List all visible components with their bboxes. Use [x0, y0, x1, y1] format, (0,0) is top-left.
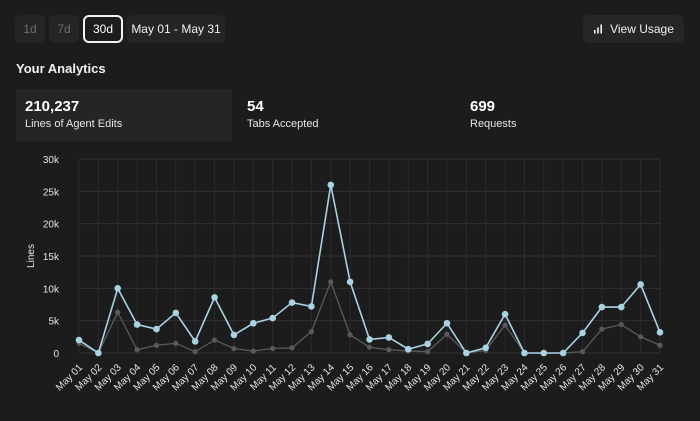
- section-title: Your Analytics: [16, 61, 106, 76]
- data-point-secondary: [211, 337, 218, 343]
- range-7d-button[interactable]: 7d: [49, 15, 79, 43]
- data-point-primary: [385, 334, 393, 341]
- data-point-primary: [153, 325, 160, 333]
- data-point-primary: [579, 329, 586, 337]
- data-point-secondary: [289, 345, 295, 351]
- data-point-secondary: [502, 322, 508, 328]
- metric-label: Lines of Agent Edits: [25, 118, 123, 130]
- data-point-primary: [482, 344, 490, 352]
- data-point-primary: [114, 285, 122, 292]
- view-usage-label: View Usage: [610, 22, 674, 36]
- data-point-secondary: [250, 348, 256, 354]
- data-point-primary: [501, 310, 509, 318]
- data-point-primary: [250, 319, 257, 327]
- data-point-secondary: [366, 344, 373, 350]
- metric-value: 54: [247, 98, 264, 115]
- metric-lines-of-agent-edits[interactable]: 210,237 Lines of Agent Edits: [16, 89, 232, 141]
- data-point-secondary: [308, 329, 314, 335]
- data-point-secondary: [192, 349, 198, 355]
- data-point-primary: [191, 338, 199, 345]
- data-point-secondary: [231, 345, 237, 352]
- data-point-primary: [521, 349, 528, 357]
- data-point-primary: [327, 181, 335, 189]
- data-point-primary: [288, 299, 296, 306]
- metric-requests[interactable]: 699 Requests: [461, 89, 677, 141]
- metric-tabs-accepted[interactable]: 54 Tabs Accepted: [238, 89, 454, 141]
- data-point-secondary: [599, 326, 605, 332]
- data-point-primary: [404, 345, 412, 353]
- data-point-primary: [133, 321, 141, 328]
- data-point-primary: [95, 349, 102, 357]
- y-tick-label: 5k: [48, 317, 60, 328]
- y-tick-label: 30k: [43, 155, 60, 166]
- data-point-secondary: [638, 334, 644, 340]
- data-point-secondary: [425, 349, 431, 355]
- data-point-secondary: [657, 342, 663, 348]
- data-point-primary: [443, 319, 451, 327]
- data-point-primary: [308, 303, 315, 310]
- metric-value: 699: [470, 98, 496, 115]
- data-point-secondary: [153, 342, 160, 348]
- data-point-primary: [463, 349, 470, 357]
- data-point-primary: [346, 278, 354, 286]
- data-point-secondary: [173, 340, 179, 346]
- data-point-primary: [269, 314, 276, 322]
- data-point-primary: [424, 340, 431, 348]
- data-point-primary: [211, 294, 218, 301]
- data-point-primary: [637, 281, 644, 288]
- date-range-button[interactable]: May 01 - May 31: [127, 15, 225, 43]
- data-point-primary: [230, 331, 238, 339]
- y-tick-label: 15k: [43, 252, 60, 263]
- range-1d-button[interactable]: 1d: [15, 15, 45, 43]
- range-30d-button[interactable]: 30d: [83, 15, 123, 43]
- data-point-secondary: [134, 347, 140, 353]
- data-point-primary: [366, 336, 373, 343]
- data-point-secondary: [444, 331, 450, 337]
- y-tick-label: 20k: [43, 220, 60, 231]
- data-point-secondary: [347, 332, 353, 338]
- view-usage-button[interactable]: View Usage: [583, 15, 684, 43]
- data-point-primary: [617, 303, 625, 311]
- data-point-primary: [540, 349, 548, 357]
- y-tick-label: 0: [53, 349, 59, 360]
- y-axis-label: Lines: [26, 244, 37, 268]
- metric-label: Tabs Accepted: [247, 118, 319, 130]
- bar-chart-icon: [593, 24, 603, 34]
- data-point-secondary: [115, 309, 121, 315]
- y-tick-label: 10k: [43, 284, 60, 295]
- data-point-secondary: [270, 345, 276, 352]
- y-tick-label: 25k: [43, 187, 60, 198]
- metric-value: 210,237: [25, 98, 80, 115]
- data-point-secondary: [328, 279, 334, 285]
- data-point-secondary: [386, 347, 392, 353]
- data-point-primary: [598, 303, 606, 311]
- data-point-secondary: [618, 321, 624, 328]
- metric-label: Requests: [470, 118, 517, 130]
- data-point-primary: [172, 309, 180, 317]
- data-point-primary: [75, 336, 83, 344]
- data-point-primary: [559, 349, 567, 357]
- data-point-primary: [656, 329, 664, 336]
- data-point-secondary: [579, 349, 586, 355]
